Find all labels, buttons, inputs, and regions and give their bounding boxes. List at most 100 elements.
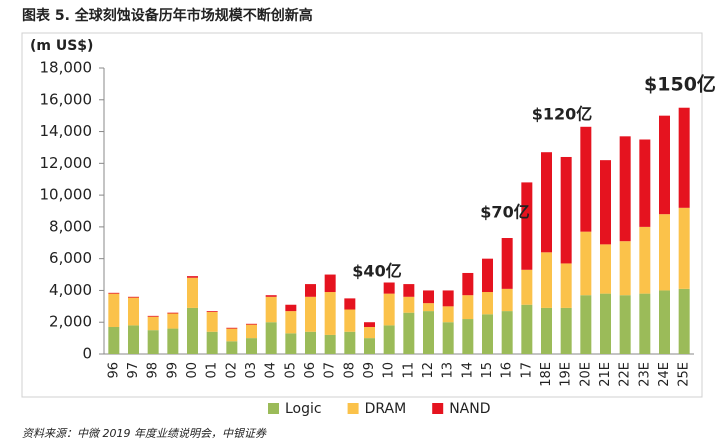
x-tick-label: 12 — [421, 362, 436, 379]
bar-segment — [501, 238, 513, 289]
bar-segment — [167, 328, 179, 354]
bar-segment — [246, 338, 257, 354]
bar-segment — [147, 330, 159, 354]
chart-frame — [21, 32, 703, 398]
x-tick-label: 10 — [382, 362, 397, 379]
bar-segment — [403, 284, 415, 297]
bar-segment — [403, 312, 415, 354]
x-tick-label: 18E — [539, 362, 554, 387]
x-tick-label: 11 — [401, 362, 416, 379]
bar-segment — [187, 277, 198, 308]
bar-segment — [383, 325, 395, 354]
bar-segment — [206, 311, 218, 312]
bar-segment — [206, 311, 218, 332]
bar-segment — [619, 241, 631, 296]
bar-segment — [344, 298, 356, 310]
bar-segment — [285, 304, 297, 312]
x-tick-label: 01 — [205, 362, 220, 379]
bar-segment — [324, 334, 336, 354]
bar-segment — [364, 322, 375, 327]
y-tick-label: 6,000 — [49, 249, 92, 267]
bar-segment — [482, 292, 493, 315]
x-tick-label: 98 — [146, 362, 161, 379]
y-tick-label: 12,000 — [40, 154, 93, 172]
x-tick-label: 15 — [480, 362, 495, 379]
bar-segment — [639, 293, 651, 354]
y-tick-label: 10,000 — [40, 186, 93, 204]
x-tick-label: 07 — [323, 362, 338, 379]
annotation: $150亿 — [644, 73, 716, 96]
bar-segment — [678, 107, 690, 208]
bar-segment — [265, 296, 277, 323]
bar-segment — [560, 263, 572, 308]
bar-segment — [108, 293, 120, 327]
bar-segment — [246, 324, 257, 339]
bar-segment — [305, 331, 316, 354]
x-tick-label: 20E — [578, 362, 593, 387]
bar-segment — [521, 304, 533, 354]
legend-label: NAND — [449, 401, 490, 417]
bar-segment — [600, 293, 611, 354]
bar-segment — [521, 182, 533, 270]
bar-segment — [560, 307, 572, 354]
bar-segment — [659, 214, 670, 291]
bar-segment — [167, 313, 179, 329]
bar-segment — [659, 115, 670, 215]
bar-segment — [226, 341, 238, 354]
bar-segment — [305, 284, 316, 297]
bar-segment — [541, 307, 552, 354]
bar-segment — [678, 288, 690, 354]
bar-segment — [462, 295, 474, 320]
annotation: $70亿 — [480, 203, 529, 222]
bar-segment — [482, 314, 493, 354]
bar-segment — [403, 296, 415, 313]
bar-segment — [108, 292, 120, 294]
y-tick-label: 4,000 — [49, 281, 92, 299]
bar-segment — [442, 322, 454, 354]
bar-segment — [580, 231, 592, 296]
x-tick-label: 04 — [264, 362, 279, 379]
x-tick-label: 02 — [224, 362, 239, 379]
legend-label: DRAM — [365, 401, 407, 417]
bar-segment — [639, 226, 651, 294]
bar-segment — [364, 326, 375, 339]
x-tick-label: 08 — [342, 362, 357, 379]
bar-segment — [305, 296, 316, 332]
bar-segment — [423, 311, 434, 354]
x-tick-label: 05 — [283, 362, 298, 379]
x-tick-label: 99 — [165, 362, 180, 379]
legend-swatch — [347, 403, 359, 414]
bar-segment — [226, 327, 238, 329]
bar-segment — [462, 319, 474, 354]
bar-segment — [324, 292, 336, 335]
bar-segment — [147, 315, 159, 317]
x-tick-label: 24E — [657, 362, 672, 387]
bar-segment — [442, 290, 454, 307]
x-tick-label: 25E — [677, 362, 692, 387]
x-tick-label: 19E — [559, 362, 574, 387]
x-tick-label: 22E — [618, 362, 633, 387]
bar-segment — [659, 290, 670, 354]
y-tick-label: 2,000 — [49, 313, 92, 331]
bar-segment — [501, 311, 513, 354]
y-tick-label: 16,000 — [40, 90, 93, 108]
bar-segment — [147, 316, 159, 331]
bar-segment — [206, 331, 218, 354]
bar-segment — [442, 306, 454, 323]
legend-swatch — [268, 403, 279, 414]
bar-segment — [462, 272, 474, 296]
bar-segment — [560, 156, 572, 264]
y-tick-label: 8,000 — [49, 217, 92, 235]
bar-segment — [285, 333, 297, 354]
x-tick-label: 03 — [244, 362, 259, 379]
x-tick-label: 06 — [303, 362, 318, 379]
bar-segment — [383, 293, 395, 326]
bar-segment — [501, 288, 513, 312]
y-tick-label: 18,000 — [40, 59, 93, 77]
annotation: $120亿 — [532, 105, 593, 124]
x-tick-label: 13 — [441, 362, 456, 379]
x-tick-label: 97 — [126, 362, 141, 379]
bar-segment — [600, 160, 611, 245]
source-note: 资料来源：中微 2019 年度业绩说明会，中银证券 — [22, 427, 267, 440]
